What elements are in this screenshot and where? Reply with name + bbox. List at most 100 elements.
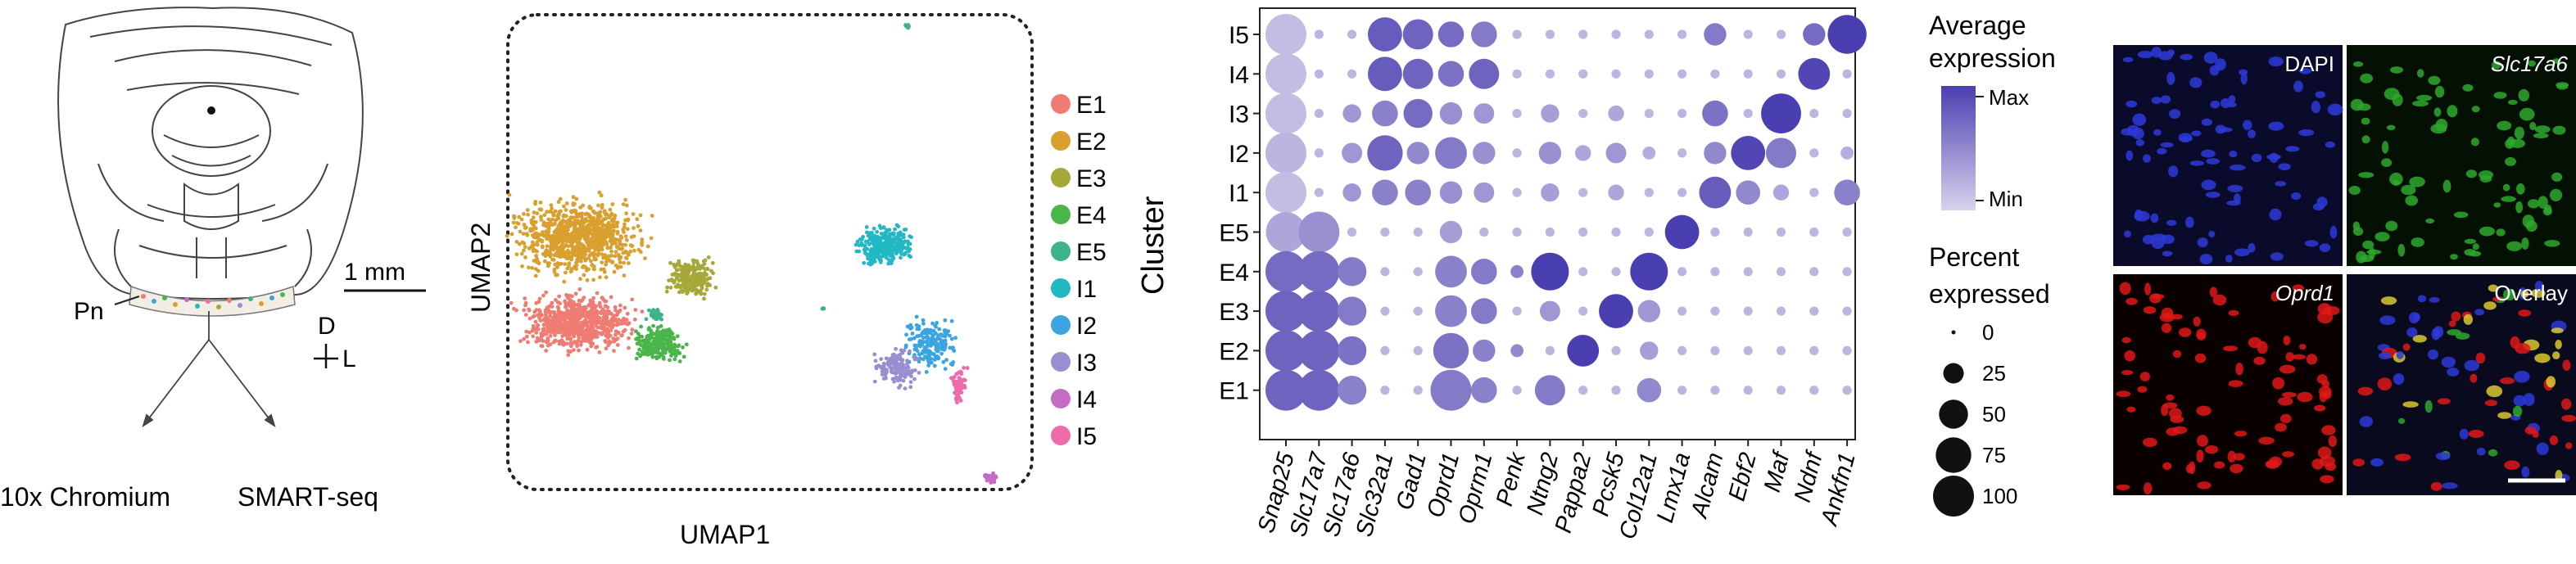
cell-signal: [2468, 430, 2484, 438]
umap-point: [954, 372, 959, 377]
dot-E4-Oprd1: [1435, 255, 1467, 288]
cell-signal: [2298, 68, 2311, 74]
dot-I5-Oprd1: [1437, 21, 1465, 47]
umap-point: [597, 350, 602, 354]
umap-point: [591, 300, 595, 305]
umap-point: [665, 285, 669, 290]
umap-point: [535, 211, 540, 216]
dot-I1-Gad1: [1405, 179, 1431, 205]
dot-I5-Ankfn1: [1827, 15, 1867, 54]
umap-point: [585, 347, 590, 352]
umap-point: [898, 245, 903, 250]
dot-I1-Ankfn1: [1834, 179, 1860, 205]
umap-point: [562, 219, 567, 223]
method-10x-label: 10x Chromium: [0, 482, 170, 512]
umap-point: [888, 232, 892, 237]
umap-point: [634, 329, 638, 334]
umap-point: [879, 259, 884, 263]
umap-point: [618, 242, 622, 246]
dot-I1-Oprm1: [1474, 182, 1495, 203]
cell-signal: [2479, 175, 2492, 183]
cell-signal: [2357, 103, 2371, 111]
umap-point: [548, 220, 552, 225]
cell-signal: [2428, 349, 2438, 360]
cell-signal: [2321, 380, 2330, 388]
umap-point: [539, 332, 544, 336]
umap-point: [543, 313, 548, 317]
dot-I3-Ebf2: [1743, 109, 1753, 119]
cell-signal: [2272, 377, 2284, 390]
umap-point: [514, 225, 518, 230]
umap-point: [857, 249, 862, 254]
dot-E3-Ntng2: [1539, 300, 1560, 322]
umap-point: [889, 244, 894, 249]
umap-xlabel: UMAP1: [680, 520, 770, 549]
umap-point: [668, 260, 672, 265]
umap-point: [572, 334, 577, 339]
cell-signal: [2448, 320, 2456, 327]
umap-point: [595, 222, 600, 227]
umap-point: [884, 356, 889, 361]
umap-point: [655, 308, 660, 312]
umap-point: [573, 230, 577, 234]
cell-signal: [2143, 306, 2157, 314]
umap-point: [862, 250, 867, 255]
umap-point: [597, 302, 602, 307]
cell-signal: [2325, 141, 2335, 148]
dot-E2-Slc17a7: [1298, 330, 1340, 372]
umap-point: [908, 323, 913, 327]
cell-signal: [2151, 97, 2162, 105]
umap-point: [638, 354, 642, 359]
umap-point: [613, 308, 618, 313]
umap-point: [553, 209, 558, 214]
umap-point: [549, 203, 554, 208]
umap-point: [664, 339, 669, 344]
dot-I2-Oprd1: [1435, 137, 1467, 169]
umap-point: [597, 190, 602, 195]
dot-I4-Oprm1: [1469, 58, 1500, 89]
cell-signal: [2209, 65, 2220, 76]
umap-point: [867, 261, 871, 266]
umap-point: [903, 239, 908, 244]
umap-point: [525, 232, 530, 237]
umap-point: [576, 319, 581, 324]
cell-signal: [2382, 141, 2389, 154]
legend-swatch-I4: [1051, 389, 1071, 408]
color-legend-title-2: expression: [1929, 43, 2056, 73]
umap-point: [532, 235, 536, 240]
legend-label-I3: I3: [1076, 350, 1097, 377]
umap-point: [962, 366, 966, 370]
umap-point: [611, 336, 616, 341]
umap-point: [558, 254, 563, 259]
umap-point: [582, 296, 586, 300]
umap-point: [691, 264, 695, 268]
umap-point: [572, 252, 577, 257]
cell-signal: [2442, 179, 2452, 193]
umap-point: [564, 270, 568, 275]
umap-point: [613, 250, 618, 255]
umap-point: [601, 267, 606, 272]
cell-signal: [2520, 290, 2529, 299]
dot-E5-Pappa2: [1578, 227, 1588, 237]
cell-signal: [2393, 373, 2405, 385]
umap-point: [702, 280, 707, 285]
umap-point: [929, 331, 933, 336]
cell-signal: [2139, 372, 2150, 381]
umap-point: [913, 368, 917, 372]
umap-point: [564, 320, 569, 325]
cell-signal: [2459, 428, 2469, 440]
legend-swatch-I3: [1051, 352, 1071, 372]
dot-I4-Ntng2: [1545, 69, 1555, 79]
cell-signal: [2385, 220, 2398, 232]
umap-point: [958, 386, 962, 390]
cell-signal: [2122, 56, 2134, 62]
umap-point: [624, 318, 629, 322]
umap-point: [944, 358, 948, 363]
cell-signal: [2356, 250, 2367, 264]
cell-signal: [2278, 397, 2293, 406]
cell-signal: [2434, 85, 2445, 98]
cell-signal: [2361, 117, 2370, 125]
umap-point: [600, 252, 604, 257]
umap-point: [541, 323, 546, 327]
umap-point: [871, 241, 876, 246]
